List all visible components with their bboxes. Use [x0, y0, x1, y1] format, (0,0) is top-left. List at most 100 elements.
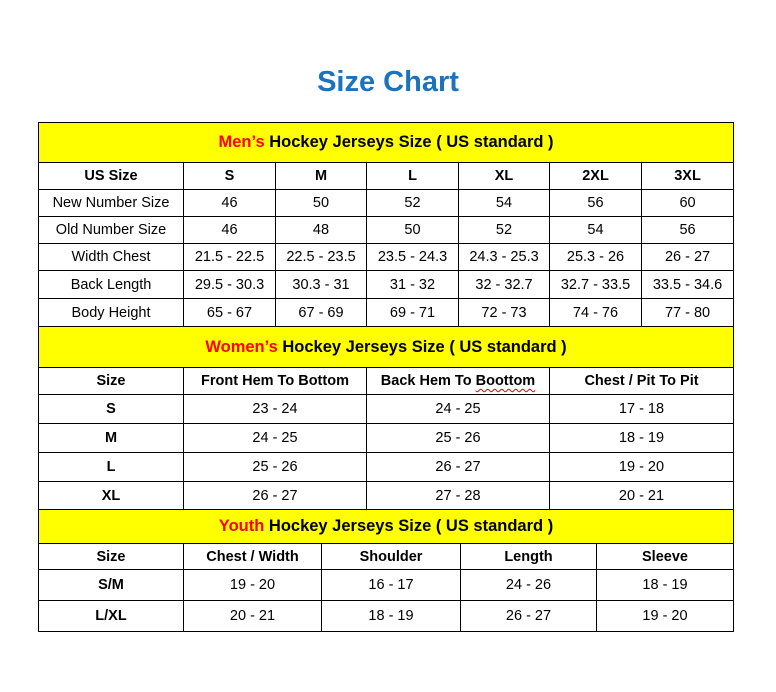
table-cell: 33.5 - 34.6: [640, 270, 735, 299]
table-cell: 26 - 27: [366, 452, 550, 482]
table-cell: 27 - 28: [366, 481, 550, 510]
table-cell: 22.5 - 23.5: [275, 243, 367, 271]
table-cell: 18 - 19: [321, 600, 461, 632]
section-heading: Youth Hockey Jerseys Size ( US standard …: [37, 509, 735, 544]
row-label: Body Height: [38, 298, 184, 327]
column-header: M: [275, 162, 367, 190]
table-cell: 67 - 69: [275, 298, 367, 327]
table-cell: 60: [640, 189, 735, 217]
table-cell: 46: [183, 216, 276, 244]
table-cell: 30.3 - 31: [275, 270, 367, 299]
table-row: S 23 - 24 24 - 25 17 - 18: [38, 394, 735, 424]
table-cell: 23.5 - 24.3: [366, 243, 459, 271]
column-header: US Size: [38, 162, 184, 190]
section-heading-text: Hockey Jerseys Size ( US standard ): [264, 517, 554, 535]
mens-size-table: Men’s Hockey Jerseys Size ( US standard …: [37, 122, 735, 327]
table-cell: 26 - 27: [460, 600, 597, 632]
table-row: S/M 19 - 20 16 - 17 24 - 26 18 - 19: [38, 569, 735, 601]
row-label: M: [38, 423, 184, 453]
table-cell: 50: [275, 189, 367, 217]
table-row: L 25 - 26 26 - 27 19 - 20: [38, 452, 735, 482]
row-label: XL: [38, 481, 184, 510]
section-heading: Men’s Hockey Jerseys Size ( US standard …: [37, 122, 735, 163]
table-cell: 54: [549, 216, 642, 244]
table-cell: 31 - 32: [366, 270, 459, 299]
column-header: Sleeve: [595, 543, 735, 570]
table-cell: 56: [640, 216, 735, 244]
table-cell: 19 - 20: [183, 569, 322, 601]
column-header-row: Size Chest / Width Shoulder Length Sleeve: [38, 543, 735, 570]
table-row: XL 26 - 27 27 - 28 20 - 21: [38, 481, 735, 510]
page-title: Size Chart: [317, 66, 459, 98]
column-header-row: Size Front Hem To Bottom Back Hem To Boott…: [38, 367, 735, 395]
column-header: Length: [460, 543, 597, 570]
table-cell: 23 - 24: [183, 394, 367, 424]
table-row: Old Number Size 46 48 50 52 54 56: [38, 216, 735, 244]
column-header: Size: [38, 543, 184, 570]
section-heading-text: Hockey Jerseys Size ( US standard ): [277, 337, 567, 356]
row-label: Old Number Size: [38, 216, 184, 244]
table-cell: 72 - 73: [458, 298, 550, 327]
womens-size-table: Women’s Hockey Jerseys Size ( US standar…: [37, 326, 735, 510]
column-header: Size: [38, 367, 184, 395]
table-cell: 32.7 - 33.5: [549, 270, 642, 299]
table-cell: 24 - 25: [366, 394, 550, 424]
table-cell: 25 - 26: [366, 423, 550, 453]
column-header-row: US Size S M L XL 2XL 3XL: [38, 162, 735, 190]
table-cell: 26 - 27: [183, 481, 367, 510]
section-header-row: Women’s Hockey Jerseys Size ( US standar…: [37, 326, 735, 368]
table-cell: 65 - 67: [183, 298, 276, 327]
column-header: 3XL: [640, 162, 735, 190]
table-cell: 48: [275, 216, 367, 244]
table-cell: 20 - 21: [548, 481, 735, 510]
section-heading: Women’s Hockey Jerseys Size ( US standar…: [37, 326, 735, 368]
table-cell: 77 - 80: [640, 298, 735, 327]
table-cell: 29.5 - 30.3: [183, 270, 276, 299]
table-cell: 19 - 20: [595, 600, 735, 632]
table-cell: 19 - 20: [548, 452, 735, 482]
row-label: S/M: [38, 569, 184, 601]
row-label: Back Length: [38, 270, 184, 299]
row-label: S: [38, 394, 184, 424]
table-row: Body Height 65 - 67 67 - 69 69 - 71 72 - 73 7…: [38, 298, 735, 327]
table-cell: 32 - 32.7: [458, 270, 550, 299]
row-label: L: [38, 452, 184, 482]
section-heading-highlight: Youth: [218, 517, 265, 535]
table-cell: 69 - 71: [366, 298, 459, 327]
column-header-text: Back Hem To Boottom: [380, 373, 536, 389]
column-header: L: [366, 162, 459, 190]
table-cell: 52: [366, 189, 459, 217]
column-header: Chest / Pit To Pit: [548, 367, 735, 395]
table-cell: 20 - 21: [183, 600, 322, 632]
table-cell: 24 - 26: [460, 569, 597, 601]
table-cell: 17 - 18: [548, 394, 735, 424]
table-row: Width Chest 21.5 - 22.5 22.5 - 23.5 23.5 - …: [38, 243, 735, 271]
table-row: L/XL 20 - 21 18 - 19 26 - 27 19 - 20: [38, 600, 735, 632]
table-cell: 50: [366, 216, 459, 244]
table-cell: 24.3 - 25.3: [458, 243, 550, 271]
table-cell: 52: [458, 216, 550, 244]
column-header: Shoulder: [321, 543, 461, 570]
table-cell: 16 - 17: [321, 569, 461, 601]
table-cell: 74 - 76: [549, 298, 642, 327]
row-label: New Number Size: [38, 189, 184, 217]
section-heading-highlight: Women’s: [205, 337, 278, 356]
section-header-row: Men’s Hockey Jerseys Size ( US standard …: [37, 122, 735, 163]
table-cell: 56: [549, 189, 642, 217]
spellcheck-word: Boottom: [475, 373, 536, 389]
table-cell: 24 - 25: [183, 423, 367, 453]
table-cell: 18 - 19: [595, 569, 735, 601]
table-cell: 21.5 - 22.5: [183, 243, 276, 271]
table-row: M 24 - 25 25 - 26 18 - 19: [38, 423, 735, 453]
column-header: Front Hem To Bottom: [183, 367, 367, 395]
column-header: 2XL: [549, 162, 642, 190]
row-label: Width Chest: [38, 243, 184, 271]
table-row: New Number Size 46 50 52 54 56 60: [38, 189, 735, 217]
table-cell: 26 - 27: [640, 243, 735, 271]
section-heading-highlight: Men’s: [218, 133, 265, 151]
column-header: Chest / Width: [183, 543, 322, 570]
section-heading-text: Hockey Jerseys Size ( US standard ): [264, 133, 554, 151]
table-cell: 54: [458, 189, 550, 217]
table-cell: 25 - 26: [183, 452, 367, 482]
table-cell: 18 - 19: [548, 423, 735, 453]
